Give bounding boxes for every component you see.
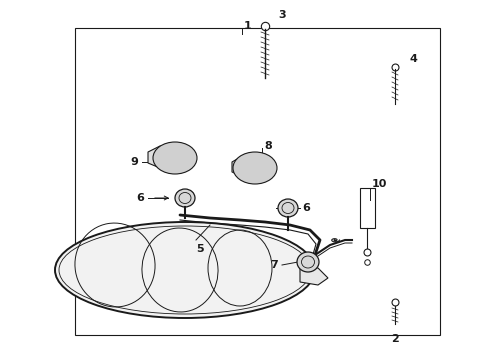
Text: 9: 9 (130, 157, 138, 167)
Text: 7: 7 (270, 260, 278, 270)
Ellipse shape (153, 142, 197, 174)
Text: 1: 1 (244, 21, 252, 31)
Polygon shape (300, 265, 328, 285)
Text: 6: 6 (136, 193, 144, 203)
Text: 8: 8 (264, 141, 272, 151)
Text: 6: 6 (302, 203, 310, 213)
Polygon shape (232, 155, 270, 177)
Text: 3: 3 (278, 10, 286, 20)
Ellipse shape (297, 252, 319, 272)
Bar (360, 188, 375, 228)
Ellipse shape (55, 222, 315, 318)
Text: 2: 2 (391, 334, 399, 344)
Polygon shape (148, 146, 185, 168)
Bar (75, 28, 440, 335)
Ellipse shape (278, 199, 298, 217)
Text: 4: 4 (410, 54, 418, 64)
Text: 5: 5 (196, 244, 204, 254)
Ellipse shape (175, 189, 195, 207)
Ellipse shape (233, 152, 277, 184)
Text: 10: 10 (372, 179, 388, 189)
